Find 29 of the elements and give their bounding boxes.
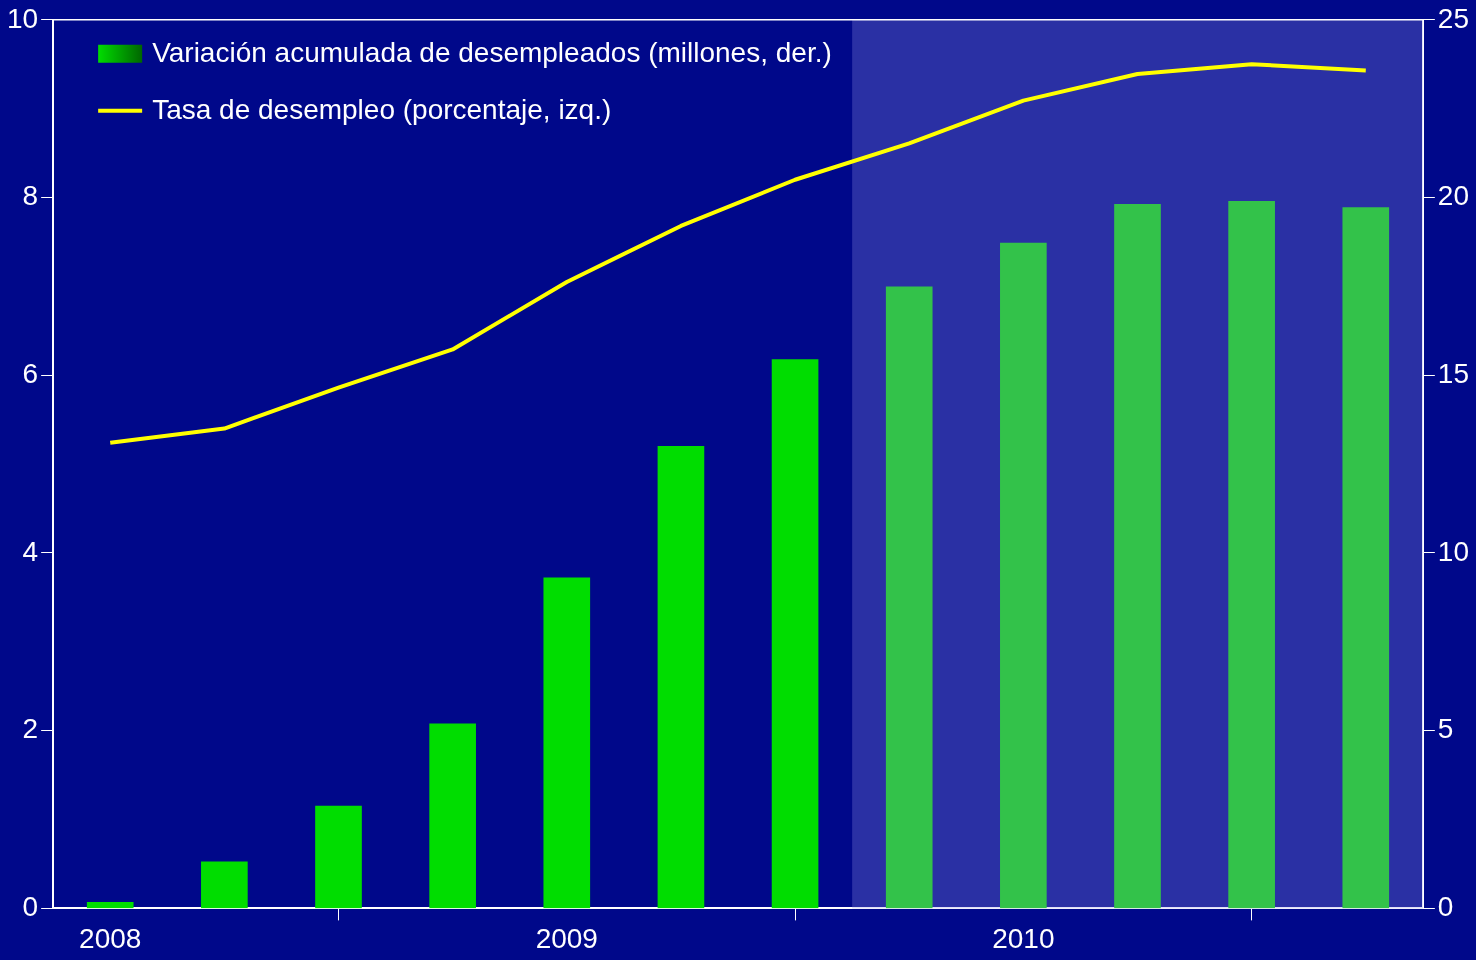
legend-label: Variación acumulada de desempleados (millones, der.) <box>152 36 832 68</box>
y-tick-label: 6 <box>22 357 39 389</box>
bar <box>201 861 248 909</box>
y-tick-label: 10 <box>6 2 39 34</box>
bar <box>429 723 476 909</box>
bar <box>1114 203 1161 909</box>
y2-tick-label: 25 <box>1437 2 1470 34</box>
bar <box>1228 201 1275 909</box>
legend-label: Tasa de desempleo (porcentaje, izq.) <box>152 93 612 125</box>
bar <box>543 577 591 909</box>
y2-tick-label: 0 <box>1437 891 1454 923</box>
y2-tick-label: 10 <box>1437 535 1470 567</box>
bar <box>885 286 933 909</box>
bar <box>1000 242 1047 909</box>
y-tick-label: 4 <box>22 535 39 567</box>
bar <box>657 446 705 909</box>
bar <box>1342 207 1390 909</box>
bar <box>86 902 134 909</box>
y2-tick-label: 15 <box>1437 357 1470 389</box>
y-tick-label: 8 <box>22 180 39 212</box>
x-tick-label: 2010 <box>992 922 1055 954</box>
bar <box>771 359 819 909</box>
y-tick-label: 0 <box>22 891 39 923</box>
x-tick-label: 2009 <box>535 922 598 954</box>
bar <box>315 805 362 909</box>
y-tick-label: 2 <box>22 713 39 745</box>
x-tick-label: 2008 <box>79 922 142 954</box>
y2-tick-label: 5 <box>1437 713 1454 745</box>
y2-tick-label: 20 <box>1437 180 1470 212</box>
